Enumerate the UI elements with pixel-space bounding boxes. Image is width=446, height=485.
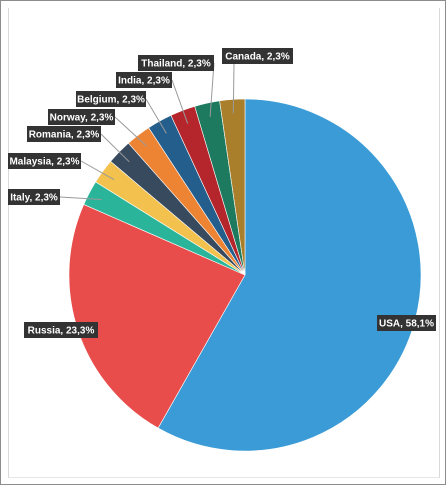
data-label-norway: Norway, 2,3% <box>48 109 115 125</box>
leader-line-italy <box>59 196 102 200</box>
data-label-thailand: Thailand, 2,3% <box>138 55 214 71</box>
data-labels: USA, 58,1% Russia, 23,3% Italy, 2,3% Malays… <box>8 48 436 338</box>
data-label-box <box>76 91 146 107</box>
data-label-russia: Russia, 23,3% <box>24 322 98 338</box>
leader-line-romania <box>100 133 130 163</box>
leader-line-canada <box>232 63 235 114</box>
data-label-box <box>27 126 101 142</box>
data-label-usa: USA, 58,1% <box>377 315 436 331</box>
data-label-canada: Canada, 2,3% <box>222 48 293 64</box>
data-label-romania: Romania, 2,3% <box>27 126 101 142</box>
leader-line-norway <box>114 116 148 147</box>
data-label-text: Romania, 2,3% <box>29 130 100 141</box>
pie-slices <box>68 98 422 452</box>
data-label-box <box>8 189 60 205</box>
data-label-text: Italy, 2,3% <box>10 193 58 204</box>
data-label-text: Thailand, 2,3% <box>141 59 211 70</box>
data-label-box <box>116 72 172 88</box>
data-label-text: Russia, 23,3% <box>28 326 95 337</box>
leader-line-belgium <box>145 98 167 134</box>
data-label-text: India, 2,3% <box>118 76 170 87</box>
leader-line-india <box>171 79 189 124</box>
data-label-text: Malaysia, 2,3% <box>9 157 79 168</box>
data-label-text: USA, 58,1% <box>379 319 434 330</box>
data-label-text: Norway, 2,3% <box>50 113 114 124</box>
leader-lines <box>59 62 235 200</box>
data-label-box <box>138 55 214 71</box>
data-label-box <box>24 322 98 338</box>
data-label-box <box>377 315 436 331</box>
data-label-belgium: Belgium, 2,3% <box>76 91 146 107</box>
data-label-text: Canada, 2,3% <box>225 52 290 63</box>
data-label-malaysia: Malaysia, 2,3% <box>8 153 81 169</box>
leader-line-malaysia <box>80 160 115 181</box>
chart-inner-frame <box>8 8 440 478</box>
data-label-box <box>8 153 81 169</box>
pie-slice-canada <box>219 98 246 276</box>
leader-line-thailand <box>209 62 215 117</box>
data-label-box <box>222 48 293 64</box>
data-label-box <box>48 109 115 125</box>
data-label-text: Belgium, 2,3% <box>77 95 145 106</box>
data-label-italy: Italy, 2,3% <box>8 189 60 205</box>
data-label-india: India, 2,3% <box>116 72 172 88</box>
